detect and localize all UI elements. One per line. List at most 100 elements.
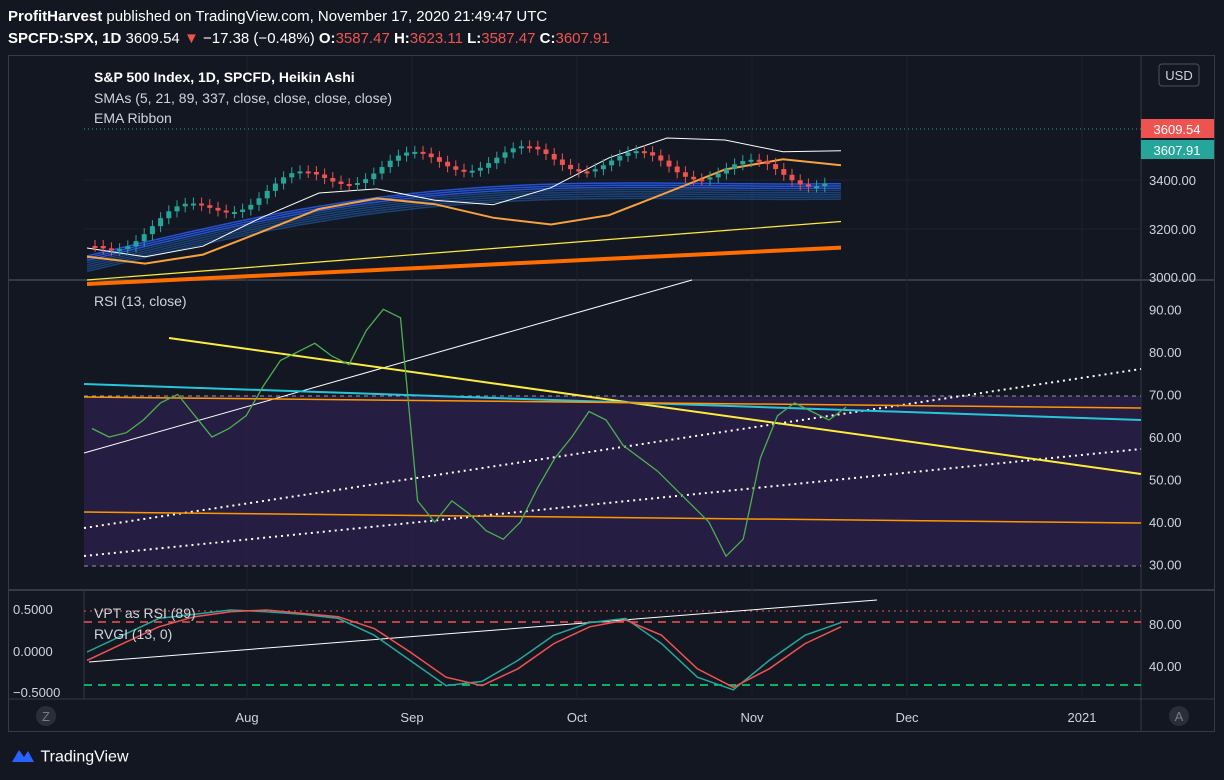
rsi-line[interactable] (91, 308, 847, 558)
candle-body[interactable] (420, 151, 426, 154)
candle-body[interactable] (797, 180, 803, 185)
close-price-tag[interactable] (1141, 140, 1214, 159)
candle-body[interactable] (117, 249, 123, 252)
trendline-orange[interactable] (83, 396, 1142, 409)
candle-body[interactable] (428, 153, 434, 158)
candle-body[interactable] (527, 146, 533, 149)
sma-indicator-label[interactable]: SMAs (5, 21, 89, 337, close, close, clos… (94, 90, 392, 106)
candle-body[interactable] (707, 177, 713, 180)
candle-body[interactable] (125, 246, 131, 250)
candle-body[interactable] (371, 173, 377, 180)
sma-line[interactable] (86, 220, 842, 281)
osc-line[interactable] (86, 609, 842, 689)
candle-body[interactable] (551, 153, 557, 160)
candle-body[interactable] (215, 207, 221, 211)
trendline-dotted[interactable] (83, 368, 1142, 529)
candle-body[interactable] (625, 152, 631, 156)
candle-body[interactable] (453, 166, 459, 170)
ema-ribbon-label[interactable]: EMA Ribbon (94, 110, 172, 126)
candle-body[interactable] (322, 174, 328, 179)
candle-body[interactable] (674, 166, 680, 173)
time-axis[interactable]: Aug Sep Oct Nov Dec 2021 (235, 710, 1096, 725)
candle-body[interactable] (199, 203, 205, 206)
candle-body[interactable] (633, 151, 639, 154)
candle-body[interactable] (231, 212, 237, 215)
osc-trendline[interactable] (88, 599, 878, 663)
candle-body[interactable] (715, 173, 721, 178)
candle-body[interactable] (190, 203, 196, 206)
candle-body[interactable] (723, 168, 729, 174)
candle-body[interactable] (133, 241, 139, 247)
candle-body[interactable] (740, 161, 746, 165)
candle-body[interactable] (412, 151, 418, 154)
publisher-name[interactable]: ProfitHarvest (8, 8, 103, 25)
vpt-title[interactable]: VPT as RSI (89) (94, 605, 196, 621)
candle-body[interactable] (666, 160, 672, 167)
candle-body[interactable] (289, 173, 295, 178)
candle-body[interactable] (281, 177, 287, 184)
candle-body[interactable] (445, 161, 451, 167)
candle-body[interactable] (404, 152, 410, 156)
sma-line[interactable] (86, 158, 842, 265)
candle-body[interactable] (773, 164, 779, 170)
candle-body[interactable] (568, 164, 574, 170)
candle-body[interactable] (436, 157, 442, 162)
zoom-button[interactable] (36, 706, 56, 726)
candle-body[interactable] (781, 169, 787, 175)
candle-body[interactable] (223, 210, 229, 213)
candle-body[interactable] (486, 163, 492, 168)
rsi-pane[interactable] (83, 279, 1142, 558)
candle-body[interactable] (166, 211, 172, 219)
trendline-yellow[interactable] (168, 337, 1142, 475)
candle-body[interactable] (100, 246, 106, 249)
trendline-orange[interactable] (83, 511, 1142, 524)
candle-body[interactable] (461, 169, 467, 172)
currency-badge[interactable] (1158, 63, 1200, 87)
candle-body[interactable] (617, 155, 623, 161)
candle-body[interactable] (559, 159, 565, 165)
candle-body[interactable] (756, 159, 762, 162)
candle-body[interactable] (699, 179, 705, 182)
candle-body[interactable] (174, 206, 180, 212)
candle-body[interactable] (494, 157, 500, 164)
candle-body[interactable] (822, 183, 828, 187)
candle-body[interactable] (297, 171, 303, 174)
candle-body[interactable] (248, 204, 254, 210)
rsi-title[interactable]: RSI (13, close) (94, 293, 187, 309)
candle-body[interactable] (518, 146, 524, 149)
candle-body[interactable] (264, 190, 270, 199)
candle-body[interactable] (477, 167, 483, 171)
candle-body[interactable] (338, 181, 344, 185)
candle-body[interactable] (141, 234, 147, 242)
candle-body[interactable] (510, 148, 516, 153)
footer-brand[interactable]: TradingView (10, 746, 129, 769)
symbol-label[interactable]: SPCFD:SPX, 1D (8, 30, 122, 47)
candle-body[interactable] (576, 169, 582, 172)
candle-body[interactable] (764, 160, 770, 165)
osc-line[interactable] (86, 609, 842, 691)
candle-body[interactable] (535, 146, 541, 150)
auto-scale-button[interactable] (1169, 706, 1189, 726)
candle-body[interactable] (469, 170, 475, 173)
oscillator-pane[interactable]: 0.5000 0.0000 −0.5000 (13, 599, 1141, 700)
candle-body[interactable] (272, 183, 278, 191)
candle-body[interactable] (789, 174, 795, 181)
candle-body[interactable] (748, 159, 754, 162)
trendline[interactable] (83, 279, 693, 454)
candle-body[interactable] (256, 198, 262, 205)
candle-body[interactable] (650, 152, 656, 156)
candle-body[interactable] (149, 226, 155, 235)
candle-body[interactable] (330, 178, 336, 182)
candle-body[interactable] (354, 182, 360, 185)
candle-body[interactable] (658, 155, 664, 161)
candle-body[interactable] (814, 186, 820, 189)
chart-frame[interactable]: S&P 500 Index, 1D, SPCFD, Heikin Ashi SM… (8, 55, 1215, 732)
candle-body[interactable] (641, 151, 647, 154)
chart-svg[interactable]: S&P 500 Index, 1D, SPCFD, Heikin Ashi SM… (9, 56, 1214, 731)
candle-body[interactable] (305, 171, 311, 174)
candle-body[interactable] (363, 179, 369, 183)
price-axis[interactable]: 3609.54 3607.91 3400.00 3200.00 3000.00 90.00… (1141, 119, 1214, 674)
price-pane[interactable] (84, 128, 1141, 286)
candle-body[interactable] (395, 155, 401, 161)
candle-body[interactable] (207, 205, 213, 208)
